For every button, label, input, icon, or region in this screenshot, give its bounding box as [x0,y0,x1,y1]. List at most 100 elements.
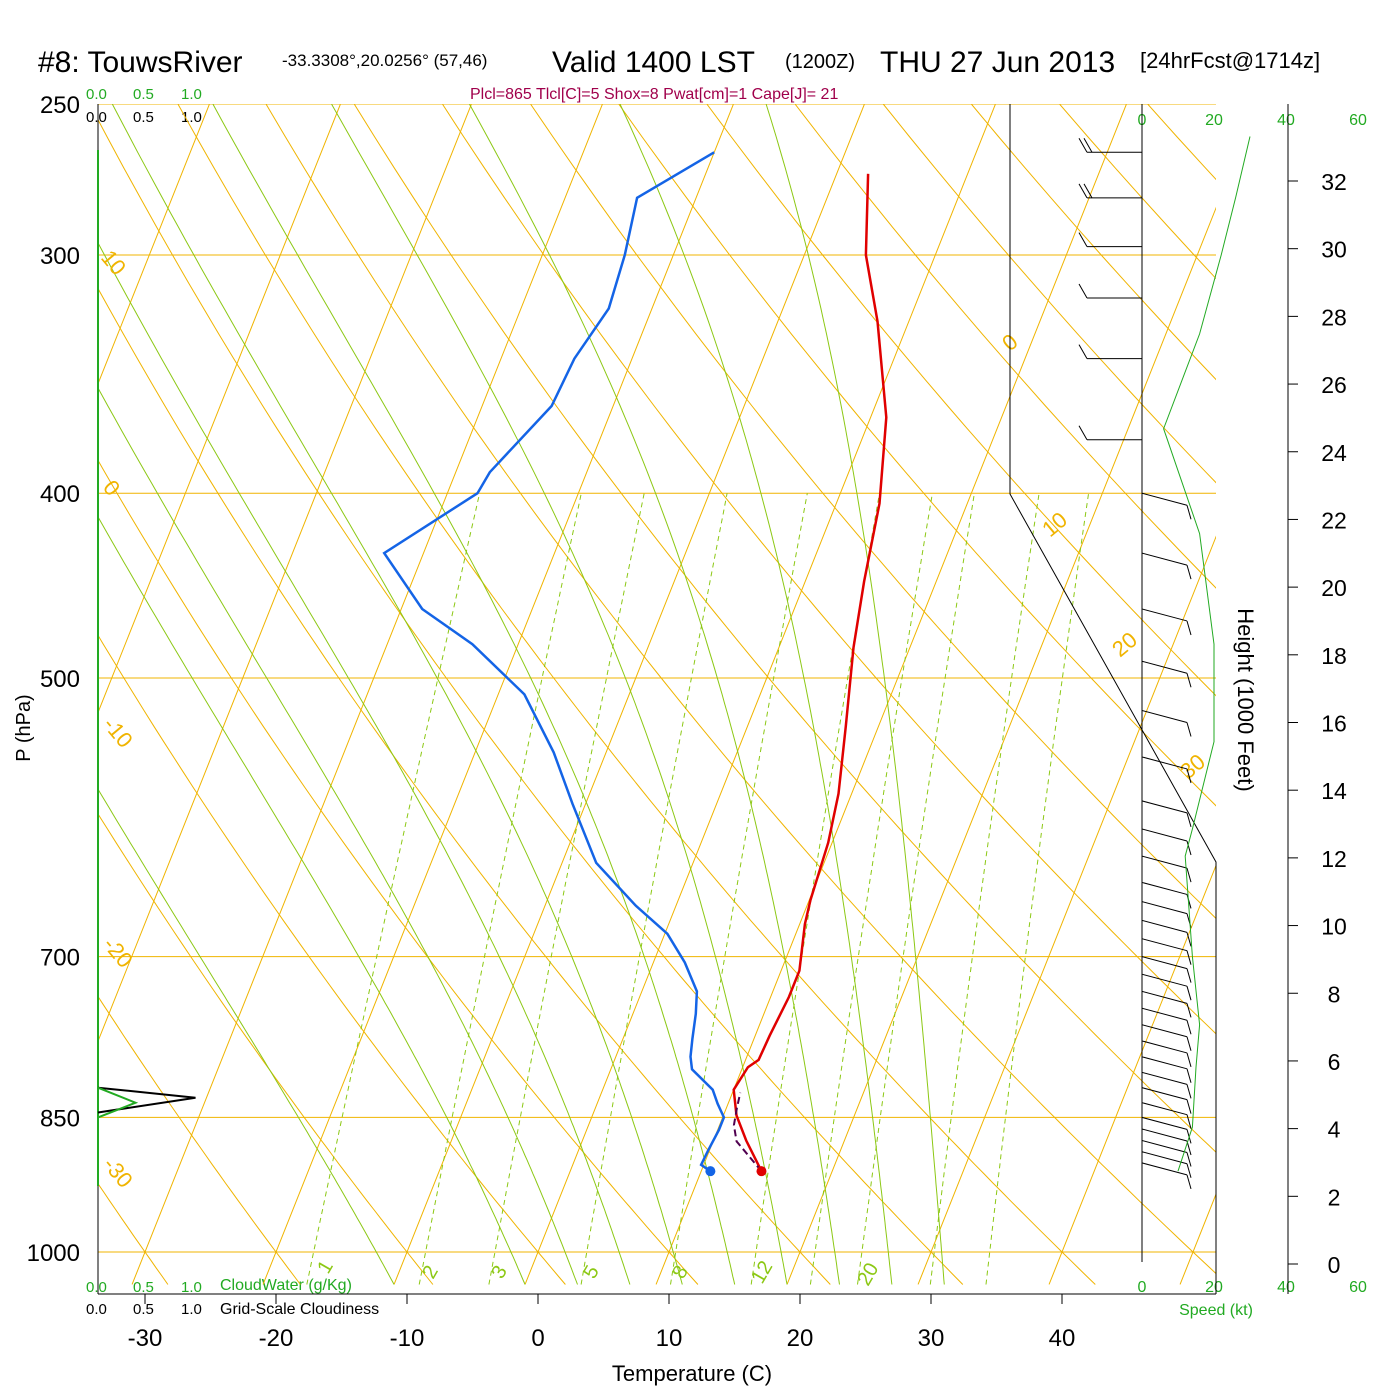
height-tick-8: 8 [1328,981,1341,1007]
cloud-scale-top-black-2: 1.0 [181,109,202,126]
mixing-ratio-line [985,493,1090,1285]
mixing-ratio-line [306,493,481,1285]
height-tick-16: 16 [1321,711,1347,737]
cloudiness-label: Grid-Scale Cloudiness [220,1301,379,1318]
wind-barb-flag [1186,1114,1192,1129]
wind-barb-staff [1141,492,1188,506]
wind-speed-label: Speed (kt) [1179,1302,1253,1319]
dry-adiabat [98,995,301,1285]
wind-barb-staff [1141,800,1188,814]
wind-barb-flag [1083,183,1093,199]
wind-barb-flag [1186,932,1192,947]
dry-adiabat-label: 20 [1107,627,1142,662]
wind-barb-staff [1141,608,1188,622]
wind-barb-staff [1141,1139,1188,1153]
mixing-ratio-label-20: 20 [853,1259,883,1289]
wind-barb-flag [1186,1140,1192,1156]
wind-barb-flag [1186,1068,1192,1083]
height-tick-24: 24 [1321,440,1347,466]
wind-barb-staff [1141,756,1188,770]
wind-scale-top-60: 60 [1349,112,1367,129]
wind-scale-bottom-60: 60 [1349,1279,1367,1296]
cloud-scale-top-green-0: 0.0 [86,86,107,103]
wind-barb-staff [1141,881,1188,895]
cloud-scale-bottom-black-0: 0.0 [86,1301,107,1318]
wind-scale-bottom-20: 20 [1205,1279,1223,1296]
temperature-tick-labels: -30 -20 -10 0 10 20 30 40 [128,1294,1076,1352]
wind-barbs [1078,136,1251,1190]
mixing-ratio-line [418,493,582,1285]
height-tick-10: 10 [1321,914,1347,940]
height-tick-6: 6 [1328,1049,1341,1075]
wind-barb-flag [1186,1020,1192,1035]
wind-barb-flag [1186,1036,1192,1051]
parcel-line [732,1092,763,1172]
cloud-scale-top: 0.0 0.5 1.0 0.0 0.5 1.0 [86,86,202,126]
cloud-scale-top-black-0: 0.0 [86,109,107,126]
pressure-tick-700: 700 [40,945,80,972]
height-tick-22: 22 [1321,507,1347,533]
wind-barb-flag [1186,505,1192,520]
isotherm [393,104,866,1285]
wind-barb-flag [1186,1099,1192,1114]
wind-barb-staff [1141,919,1188,933]
cloud-scale-bottom-green-2: 1.0 [181,1279,202,1296]
isotherm [98,104,211,386]
height-tick-14: 14 [1321,778,1347,804]
wind-barb-staff [1141,855,1188,869]
surface-temperature-dot [756,1166,767,1177]
wind-barb-staff [1141,956,1188,970]
mixing-ratio-line [488,493,645,1285]
dry-adiabat-label: -20 [98,932,138,972]
temperature-tick-20: 20 [787,1325,814,1352]
mixing-ratio-line [809,493,933,1285]
wind-barb-staff [1141,1102,1188,1116]
wind-speed-profile [1163,136,1251,1172]
temperature-tick-30: 30 [918,1325,945,1352]
temperature-tick--20: -20 [259,1325,294,1352]
dry-adiabat [706,104,1216,697]
height-tick-20: 20 [1321,575,1347,601]
pressure-tick-400: 400 [40,481,80,508]
wind-barb-flag [1078,344,1088,359]
moist-adiabat [98,788,395,1285]
isotherm [917,535,1216,1285]
right-frame [1009,104,1217,1294]
cloud-profile [97,1086,196,1119]
dry-adiabat [618,104,1216,807]
wind-barb-flag [1186,968,1192,983]
dry-adiabat-label: 10 [1037,507,1072,542]
height-tick-32: 32 [1321,169,1347,195]
wind-barb-flag [1186,673,1192,688]
wind-barb-flag [1186,1163,1192,1178]
sounding-series [382,151,888,1177]
dry-adiabat [794,104,1216,589]
height-tick-0: 0 [1328,1252,1341,1278]
wind-barb-staff [1141,1056,1188,1070]
moist-adiabat [98,241,631,1285]
dewpoint-line [382,151,726,1173]
wind-barb-flag [1186,812,1192,828]
wind-barb-flag [1186,1084,1192,1099]
mixing-ratio-label-1: 1 [313,1257,338,1278]
wind-barb-flag [1186,1003,1192,1018]
dry-adiabat [98,118,964,1285]
temperature-tick-40: 40 [1049,1325,1076,1352]
wind-barb-flag [1186,620,1192,636]
wind-barb-staff [1141,1007,1188,1021]
wind-barb-staff [1141,1087,1188,1101]
wind-barb-staff [1141,1116,1188,1130]
temperature-tick--30: -30 [128,1325,163,1352]
isotherm [655,104,1128,1285]
wind-barb-flag [1186,722,1192,737]
height-tick-4: 4 [1328,1117,1341,1143]
dry-adiabat-label: -10 [98,712,138,752]
cloudiness-profile [97,1086,196,1114]
valid-time: Valid 1400 LST [552,46,755,79]
dry-adiabat-label: 10 [96,245,131,280]
moist-adiabat [98,515,526,1285]
isotherm [98,104,342,714]
mixing-ratio-line [670,493,808,1285]
dry-adiabat [177,104,1096,1285]
wind-barb-staff [1141,552,1188,566]
